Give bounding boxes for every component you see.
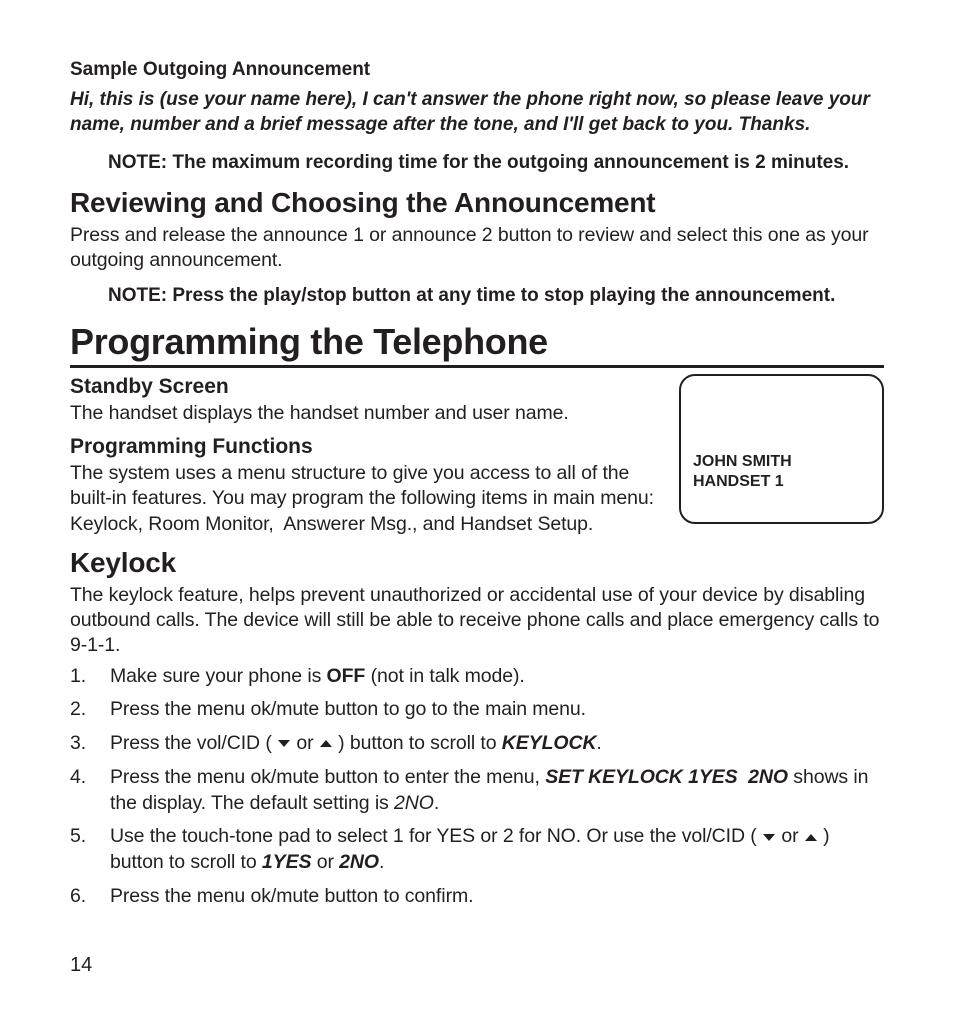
programming-text-column: Standby Screen The handset displays the … xyxy=(70,372,665,537)
keylock-steps: Make sure your phone is OFF (not in talk… xyxy=(70,664,884,910)
reviewing-body: Press and release the announce 1 or anno… xyxy=(70,223,884,273)
step-text: Press the menu ok/mute button to conﬁrm. xyxy=(110,885,473,907)
screen-line-1: JOHN SMITH xyxy=(693,452,870,472)
step-text: Make sure your phone is xyxy=(110,665,327,687)
step-text: or xyxy=(311,851,339,873)
step-text-bold: OFF xyxy=(327,665,366,687)
step-text: . xyxy=(434,792,439,814)
step-text: . xyxy=(379,851,384,873)
step-text-bolditalic: SET KEYLOCK 1YES 2NO xyxy=(545,766,788,788)
step-text: or xyxy=(291,732,319,754)
list-item: Press the menu ok/mute button to go to t… xyxy=(70,697,884,723)
list-item: Press the vol/CID ( or ) button to scrol… xyxy=(70,731,884,757)
triangle-up-icon xyxy=(320,740,332,747)
screen-line-2: HANDSET 1 xyxy=(693,472,870,492)
step-text: Press the vol/CID ( xyxy=(110,732,277,754)
list-item: Use the touch-tone pad to select 1 for Y… xyxy=(70,824,884,875)
triangle-up-icon xyxy=(805,834,817,841)
list-item: Press the menu ok/mute button to conﬁrm. xyxy=(70,884,884,910)
functions-heading: Programming Functions xyxy=(70,434,665,461)
standby-heading: Standby Screen xyxy=(70,374,665,401)
step-text: . xyxy=(596,732,601,754)
step-text: Use the touch-tone pad to select 1 for Y… xyxy=(110,825,762,847)
step-text-bolditalic: KEYLOCK xyxy=(502,732,597,754)
programming-heading: Programming the Telephone xyxy=(70,319,884,368)
reviewing-heading: Reviewing and Choosing the Announcement xyxy=(70,185,884,221)
standby-body: The handset displays the handset number … xyxy=(70,401,665,426)
list-item: Make sure your phone is OFF (not in talk… xyxy=(70,664,884,690)
step-text-bolditalic: 1YES xyxy=(262,851,311,873)
step-text-bolditalic: 2NO xyxy=(339,851,379,873)
handset-screen-illustration: JOHN SMITH HANDSET 1 xyxy=(679,374,884,524)
step-text: Press the menu ok/mute button to enter t… xyxy=(110,766,545,788)
sample-announcement-body: Hi, this is (use your name here), I can'… xyxy=(70,88,884,137)
list-item: Press the menu ok/mute button to enter t… xyxy=(70,765,884,816)
functions-body: The system uses a menu structure to give… xyxy=(70,461,665,537)
step-text: (not in talk mode). xyxy=(365,665,525,687)
note-play-stop: NOTE: Press the play/stop button at any … xyxy=(108,283,864,309)
triangle-down-icon xyxy=(278,740,290,747)
step-text: or xyxy=(776,825,804,847)
triangle-down-icon xyxy=(763,834,775,841)
step-text-italic: 2NO xyxy=(394,792,434,814)
keylock-body: The keylock feature, helps prevent unaut… xyxy=(70,583,884,658)
sample-announcement-heading: Sample Outgoing Announcement xyxy=(70,58,884,82)
step-text: Press the menu ok/mute button to go to t… xyxy=(110,698,586,720)
programming-row: Standby Screen The handset displays the … xyxy=(70,372,884,537)
note-max-recording: NOTE: The maximum recording time for the… xyxy=(108,150,864,176)
page-number: 14 xyxy=(70,953,92,979)
keylock-heading: Keylock xyxy=(70,545,884,581)
step-text: ) button to scroll to xyxy=(333,732,502,754)
